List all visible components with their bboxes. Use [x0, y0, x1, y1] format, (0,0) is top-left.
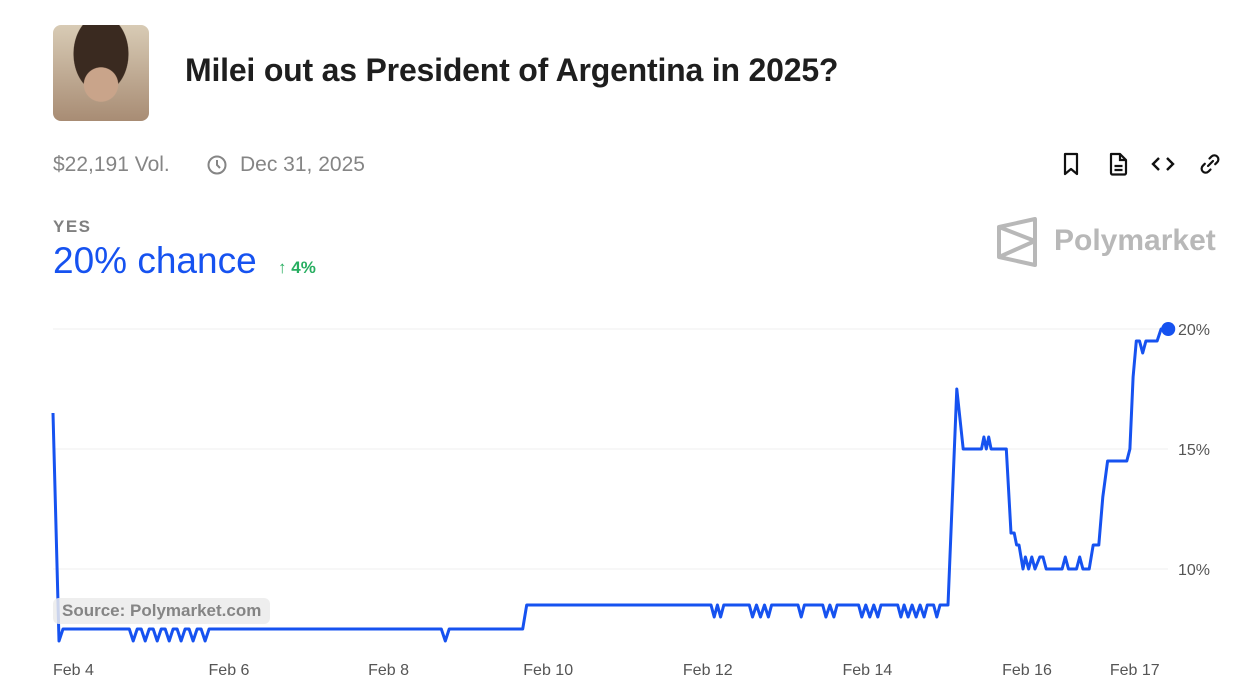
clock-icon — [207, 155, 227, 175]
x-tick-label: Feb 8 — [368, 662, 409, 679]
polymarket-logo-icon — [997, 217, 1037, 267]
x-tick-label: Feb 14 — [842, 662, 892, 679]
chance-change: ↑ 4% — [278, 258, 316, 278]
chance-value: 20% chance — [53, 240, 257, 281]
brand-name: Polymarket — [1054, 224, 1216, 257]
series-line-yes — [51, 327, 1169, 643]
end-date: Dec 31, 2025 — [240, 153, 365, 176]
arrow-up-icon: ↑ — [278, 258, 292, 277]
x-tick-label: Feb 17 — [1110, 662, 1160, 679]
x-tick-label: Feb 6 — [209, 662, 250, 679]
embed-code-icon[interactable] — [1150, 151, 1176, 177]
market-avatar — [53, 25, 149, 121]
x-tick-label: Feb 16 — [1002, 662, 1052, 679]
latest-point-marker — [1161, 322, 1176, 336]
link-icon[interactable] — [1197, 151, 1223, 177]
x-tick-label: Feb 4 — [53, 662, 94, 679]
y-tick-label: 15% — [1178, 442, 1210, 459]
y-tick-label: 10% — [1178, 562, 1210, 579]
x-tick-label: Feb 10 — [523, 662, 573, 679]
outcome-label: YES — [53, 217, 92, 236]
bookmark-icon[interactable] — [1058, 151, 1084, 177]
source-label: Source: Polymarket.com — [53, 598, 271, 624]
page-title: Milei out as President of Argentina in 2… — [185, 52, 839, 88]
document-icon[interactable] — [1105, 151, 1131, 177]
volume: $22,191 Vol. — [53, 153, 170, 176]
x-tick-label: Feb 12 — [683, 662, 733, 679]
y-tick-label: 20% — [1178, 322, 1210, 339]
change-value: 4% — [291, 258, 316, 277]
